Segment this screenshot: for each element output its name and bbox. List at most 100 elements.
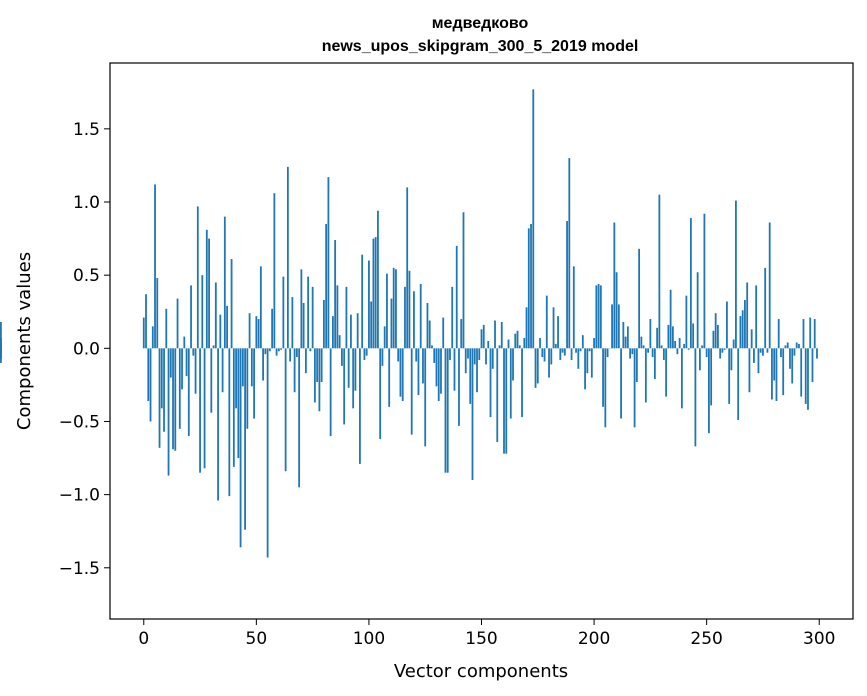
- y-axis-label: Components values: [14, 252, 35, 430]
- bar: [744, 300, 746, 349]
- bar: [449, 348, 451, 361]
- bar: [372, 238, 375, 349]
- bar: [561, 348, 564, 353]
- bar: [208, 238, 210, 349]
- bar: [307, 276, 310, 349]
- bar: [656, 327, 659, 349]
- bar: [721, 348, 724, 353]
- bar: [205, 229, 208, 349]
- bar: [214, 282, 217, 349]
- bar: [181, 348, 183, 390]
- bar: [644, 348, 647, 403]
- x-tick-label: 100: [353, 629, 385, 649]
- bar: [653, 348, 656, 380]
- bar: [611, 304, 613, 349]
- bar: [487, 341, 490, 349]
- bar: [282, 276, 285, 349]
- bar: [413, 291, 415, 349]
- bar: [687, 348, 690, 350]
- x-tick-label: 50: [246, 629, 268, 649]
- bar: [228, 348, 231, 497]
- bar: [635, 348, 638, 382]
- bar: [676, 348, 679, 355]
- bar: [809, 317, 812, 349]
- bar: [368, 260, 370, 349]
- bar: [190, 285, 192, 349]
- bar: [584, 348, 586, 390]
- bar: [262, 348, 264, 381]
- bar: [304, 348, 307, 374]
- bar: [232, 348, 235, 467]
- bar: [386, 273, 388, 349]
- bar: [811, 348, 814, 382]
- bar: [671, 326, 674, 349]
- bar: [424, 348, 427, 447]
- bar: [320, 348, 323, 382]
- bar: [798, 343, 800, 349]
- bar: [356, 313, 359, 349]
- bar: [539, 338, 541, 349]
- x-axis-label: Vector components: [394, 661, 568, 682]
- bar: [169, 348, 172, 378]
- bar: [235, 348, 237, 409]
- bar: [350, 314, 352, 349]
- bar: [455, 245, 458, 349]
- bar: [507, 339, 510, 349]
- bar: [363, 348, 366, 361]
- bar: [662, 348, 665, 361]
- bar: [196, 206, 199, 349]
- chart-title: медведково: [432, 15, 529, 32]
- bar: [712, 330, 715, 349]
- bar: [527, 228, 530, 349]
- bar: [674, 341, 677, 349]
- bar: [714, 313, 717, 349]
- bar: [467, 348, 469, 359]
- bar: [545, 295, 548, 349]
- bar: [343, 348, 346, 425]
- bar: [577, 348, 580, 369]
- x-tick-label: 0: [138, 629, 149, 649]
- bar: [759, 348, 762, 353]
- bar: [325, 223, 328, 349]
- bar: [597, 283, 600, 349]
- bar: [417, 348, 420, 396]
- bar: [753, 348, 755, 363]
- bar: [723, 348, 726, 350]
- bar: [579, 348, 582, 352]
- bar: [604, 348, 607, 428]
- bar: [458, 348, 460, 426]
- bar: [408, 270, 411, 349]
- bar: [426, 302, 429, 349]
- bar: [757, 348, 760, 374]
- bar: [277, 348, 280, 352]
- bar: [557, 316, 559, 349]
- bar: [624, 336, 627, 349]
- bar: [257, 319, 260, 349]
- bar: [185, 348, 188, 377]
- bar: [626, 326, 629, 349]
- bar: [244, 348, 246, 530]
- bar: [300, 269, 303, 349]
- bar: [433, 348, 436, 363]
- bar: [804, 348, 807, 404]
- y-tick-label: 0.5: [73, 266, 100, 286]
- bar: [651, 348, 654, 358]
- bar: [755, 285, 758, 349]
- bar: [395, 269, 397, 349]
- bar: [187, 348, 190, 437]
- y-axis-ticks: −1.5 −1.0 −0.5 0.0 0.5 1.0 1.5: [59, 120, 110, 579]
- bar: [160, 348, 163, 409]
- bar: [613, 222, 616, 349]
- bar: [383, 326, 386, 349]
- bar: [248, 313, 251, 349]
- bar: [572, 266, 575, 349]
- bar: [410, 348, 413, 435]
- bar: [223, 216, 226, 349]
- bar: [523, 338, 526, 349]
- bar: [498, 345, 501, 349]
- bar: [221, 348, 224, 393]
- bar: [717, 324, 719, 349]
- bar: [374, 237, 377, 349]
- bar: [750, 329, 753, 349]
- bar: [559, 348, 562, 361]
